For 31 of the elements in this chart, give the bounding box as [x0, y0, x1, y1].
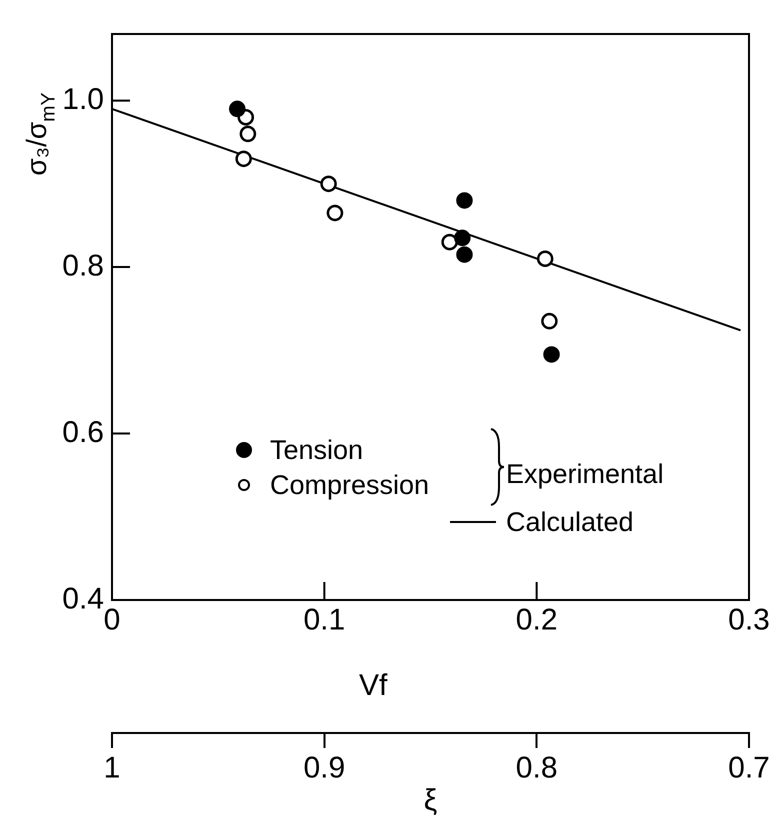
x-tick-label: 0.3 [728, 603, 770, 636]
x2-tick-label: 0.9 [303, 751, 346, 784]
x2-tick-label: 0.8 [516, 751, 558, 784]
x-axis-title: Vf [359, 669, 388, 702]
y-tick-label: 0.8 [62, 249, 104, 282]
legend-label: Compression [270, 469, 430, 501]
point [456, 246, 473, 263]
x-tick-label: 0 [104, 603, 120, 636]
y-tick-label: 1.0 [62, 82, 104, 116]
point [536, 250, 554, 267]
y-tick-label: 0.4 [62, 582, 104, 616]
point [320, 176, 337, 192]
point [235, 150, 252, 168]
y-axis-title: σ₃/σmY [21, 92, 60, 176]
point [454, 230, 471, 246]
legend-label: Calculated [506, 506, 634, 538]
point [456, 192, 473, 209]
x2-axis-title: ξ [424, 784, 438, 817]
point [541, 312, 558, 330]
point [441, 234, 458, 250]
x2-tick-label: 1 [104, 751, 120, 784]
x-tick-label: 0.1 [303, 603, 346, 636]
point [240, 126, 256, 142]
x2-tick-label: 0.7 [728, 751, 770, 784]
x-tick-label: 0.2 [516, 603, 558, 636]
legend-label: Tension [270, 434, 364, 466]
point [326, 204, 344, 222]
y-tick-label: 0.6 [62, 416, 104, 449]
point [543, 346, 560, 363]
point [229, 100, 246, 118]
annotation: Experimental [506, 458, 664, 490]
